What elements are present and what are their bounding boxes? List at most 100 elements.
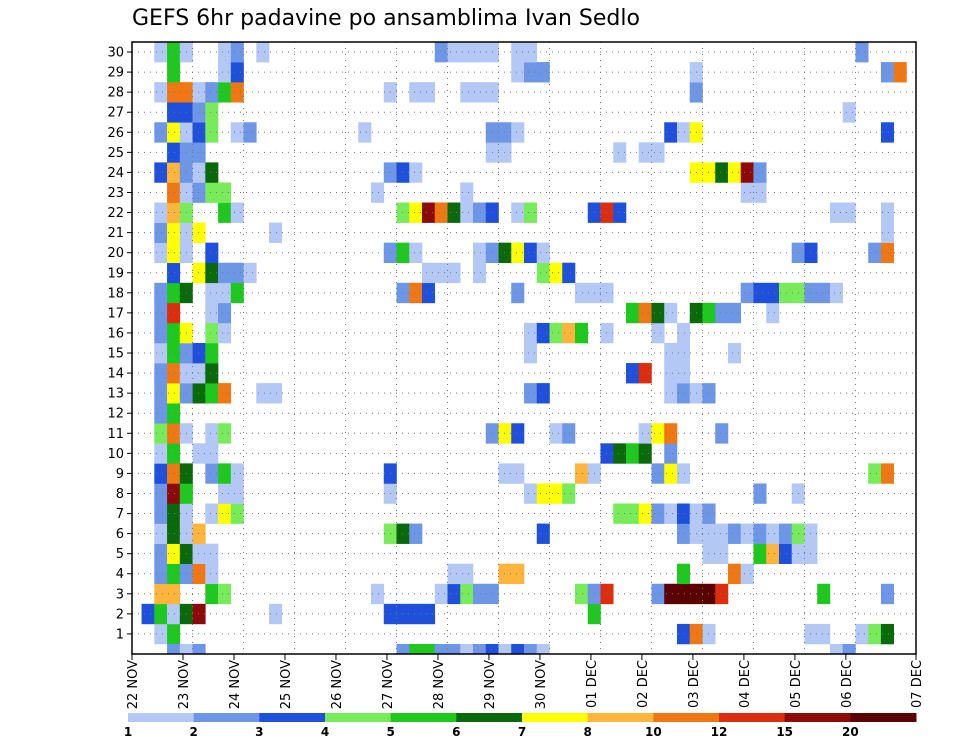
heatmap-cell <box>473 262 487 284</box>
heatmap-cell <box>396 242 410 264</box>
heatmap-cell <box>154 82 168 103</box>
heatmap-cell <box>562 423 576 444</box>
heatmap-cell <box>600 322 614 344</box>
heatmap-cell <box>192 162 206 183</box>
heatmap-cell <box>409 643 423 655</box>
heatmap-cell <box>218 202 232 223</box>
x-tick-label: 06 DEC <box>840 660 855 708</box>
heatmap-cell <box>715 162 729 183</box>
heatmap-cell <box>422 262 436 284</box>
heatmap-cell <box>498 122 512 143</box>
heatmap-cell <box>651 142 665 163</box>
heatmap-cell <box>409 603 423 625</box>
heatmap-cell <box>167 162 181 183</box>
heatmap-cell <box>524 483 538 504</box>
heatmap-cell <box>651 583 665 605</box>
heatmap-cell <box>574 463 589 484</box>
heatmap-cell <box>460 182 474 203</box>
heatmap-cell <box>613 443 627 464</box>
heatmap-cell <box>549 262 563 284</box>
heatmap-cell <box>574 583 589 605</box>
colorbar-label: 15 <box>776 725 793 739</box>
heatmap-cell <box>778 543 793 565</box>
heatmap-cell <box>651 423 665 444</box>
heatmap-cell <box>192 643 206 655</box>
heatmap-cell <box>179 643 193 655</box>
heatmap-cell <box>167 403 181 424</box>
heatmap-cell <box>167 543 181 565</box>
y-tick-label: 29 <box>107 66 124 81</box>
heatmap-cell <box>778 523 793 544</box>
heatmap-cell <box>269 603 283 625</box>
heatmap-cell <box>651 322 665 344</box>
y-tick-label: 4 <box>116 567 124 582</box>
heatmap-cell <box>192 182 206 203</box>
heatmap-cell <box>447 583 461 605</box>
colorbar-swatch <box>850 713 917 722</box>
heatmap-cell <box>269 222 283 243</box>
heatmap-cell <box>422 603 436 625</box>
heatmap-cell <box>167 262 181 284</box>
heatmap-cell <box>664 463 678 484</box>
heatmap-cell <box>676 563 691 585</box>
heatmap-cell <box>664 302 678 324</box>
heatmap-cell <box>664 122 678 143</box>
heatmap-cell <box>511 463 525 484</box>
plot-frame <box>131 41 917 655</box>
heatmap-cell <box>192 383 206 404</box>
heatmap-cell <box>855 42 869 63</box>
y-tick-label: 21 <box>107 226 124 241</box>
heatmap-cell <box>664 583 678 605</box>
heatmap-cell <box>676 583 691 605</box>
heatmap-cell <box>511 242 525 264</box>
y-tick-label: 16 <box>107 326 124 341</box>
heatmap-cell <box>676 322 691 344</box>
heatmap-cell <box>524 383 538 404</box>
heatmap-cell <box>205 102 219 123</box>
heatmap-cell <box>638 142 652 163</box>
heatmap-cell <box>167 643 181 655</box>
heatmap-cell <box>218 322 232 344</box>
colorbar-label: 2 <box>189 725 197 739</box>
heatmap-cell <box>218 182 232 203</box>
heatmap-cell <box>154 363 168 384</box>
heatmap-cell <box>524 202 538 223</box>
heatmap-cell <box>625 503 640 524</box>
heatmap-cell <box>167 182 181 203</box>
heatmap-cell <box>154 583 168 605</box>
heatmap-cell <box>205 82 219 103</box>
heatmap-cell <box>409 162 423 183</box>
heatmap-cell <box>829 643 843 655</box>
heatmap-cell <box>230 202 244 223</box>
heatmap-cell <box>409 82 423 103</box>
heatmap-cell <box>473 643 487 655</box>
heatmap-cell <box>613 142 627 163</box>
colorbar-swatch <box>719 713 786 722</box>
heatmap-cell <box>205 543 219 565</box>
y-tick-label: 2 <box>116 607 124 622</box>
heatmap-cell <box>880 222 894 243</box>
heatmap-cell <box>447 643 461 655</box>
y-tick-label: 11 <box>107 427 124 442</box>
heatmap-cell <box>167 503 181 524</box>
colorbar-swatch <box>128 713 195 722</box>
heatmap-cell <box>460 82 474 103</box>
y-tick-label: 8 <box>116 487 124 502</box>
heatmap-cell <box>167 463 181 484</box>
heatmap-cell <box>549 322 563 344</box>
heatmap-cell <box>396 643 410 655</box>
heatmap-cell <box>167 423 181 444</box>
heatmap-cell <box>473 82 487 103</box>
heatmap-cell <box>460 563 474 585</box>
heatmap-cell <box>715 523 729 544</box>
heatmap-cell <box>218 503 232 524</box>
heatmap-cell <box>192 102 206 123</box>
x-tick-label: 30 NOV <box>534 660 549 709</box>
heatmap-cell <box>447 42 461 63</box>
heatmap-cell <box>473 583 487 605</box>
heatmap-cell <box>230 262 244 284</box>
heatmap-cell <box>141 603 155 625</box>
heatmap-cell <box>536 523 550 544</box>
heatmap-cell <box>154 603 168 625</box>
